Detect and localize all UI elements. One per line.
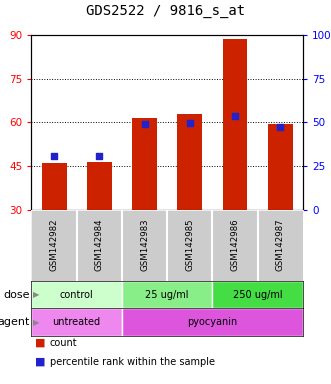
Bar bbox=[213, 281, 303, 308]
Text: count: count bbox=[50, 338, 77, 348]
Bar bbox=[268, 124, 293, 210]
Bar bbox=[31, 308, 122, 336]
Bar bbox=[222, 39, 248, 210]
Point bbox=[97, 153, 102, 159]
Bar bbox=[122, 281, 213, 308]
Text: 25 ug/ml: 25 ug/ml bbox=[145, 290, 189, 300]
Point bbox=[187, 120, 192, 126]
Text: GSM142987: GSM142987 bbox=[276, 219, 285, 271]
Text: ■: ■ bbox=[35, 338, 45, 348]
Text: 250 ug/ml: 250 ug/ml bbox=[233, 290, 282, 300]
Bar bbox=[42, 163, 67, 210]
Bar bbox=[31, 281, 122, 308]
Point bbox=[278, 124, 283, 130]
Text: ▶: ▶ bbox=[33, 318, 40, 327]
Text: GSM142982: GSM142982 bbox=[50, 219, 59, 271]
Text: GDS2522 / 9816_s_at: GDS2522 / 9816_s_at bbox=[86, 4, 245, 18]
Bar bbox=[132, 118, 157, 210]
Point bbox=[142, 121, 147, 127]
Text: GSM142984: GSM142984 bbox=[95, 219, 104, 271]
Text: percentile rank within the sample: percentile rank within the sample bbox=[50, 357, 214, 367]
Point bbox=[232, 113, 238, 119]
Point bbox=[51, 153, 57, 159]
Text: agent: agent bbox=[0, 317, 30, 327]
Text: GSM142983: GSM142983 bbox=[140, 219, 149, 271]
Text: untreated: untreated bbox=[53, 317, 101, 327]
Text: GSM142986: GSM142986 bbox=[230, 219, 240, 271]
Text: GSM142985: GSM142985 bbox=[185, 219, 194, 271]
Bar bbox=[177, 114, 202, 210]
Text: ■: ■ bbox=[35, 357, 45, 367]
Bar bbox=[122, 308, 303, 336]
Text: pyocyanin: pyocyanin bbox=[187, 317, 238, 327]
Text: dose: dose bbox=[3, 290, 30, 300]
Text: ▶: ▶ bbox=[33, 290, 40, 299]
Text: control: control bbox=[60, 290, 94, 300]
Bar bbox=[87, 162, 112, 210]
